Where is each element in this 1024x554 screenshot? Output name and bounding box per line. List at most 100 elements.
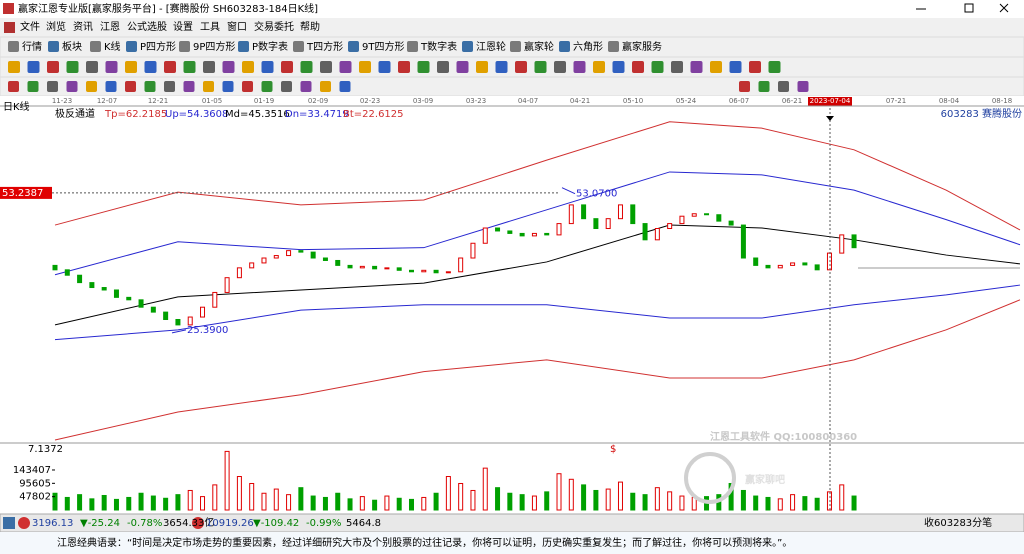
- toolbar-icon[interactable]: [593, 61, 605, 73]
- toolbar-button[interactable]: 江恩轮: [476, 40, 506, 53]
- toolbar-icon[interactable]: [164, 81, 175, 92]
- toolbar-icon[interactable]: [339, 61, 352, 73]
- toolbar-icon[interactable]: [515, 61, 527, 73]
- toolbar-icon[interactable]: [47, 61, 59, 73]
- toolbar-button[interactable]: P数字表: [252, 40, 288, 53]
- toolbar-icon[interactable]: [27, 61, 40, 73]
- toolbar-icon[interactable]: [66, 81, 78, 92]
- toolbar-icon[interactable]: [417, 61, 430, 73]
- toolbar-icon[interactable]: [300, 81, 312, 92]
- menu-item[interactable]: 文件: [20, 20, 40, 33]
- volume-bar: [372, 499, 378, 511]
- toolbar-icon[interactable]: [749, 61, 761, 73]
- date-label: 08-04: [939, 97, 960, 105]
- toolbar-icon[interactable]: [8, 81, 19, 92]
- candle: [89, 282, 95, 289]
- toolbar-icon[interactable]: [242, 61, 254, 73]
- menu-item[interactable]: 窗口: [227, 20, 247, 33]
- toolbar-icon[interactable]: [476, 61, 488, 73]
- toolbar-icon[interactable]: [495, 61, 508, 73]
- volume-bar: [359, 496, 365, 511]
- toolbar-icon[interactable]: [739, 81, 750, 92]
- toolbar-icon[interactable]: [86, 61, 98, 73]
- toolbar-button[interactable]: 9P四方形: [193, 40, 235, 53]
- toolbar-button[interactable]: P四方形: [140, 40, 176, 53]
- toolbar-icon[interactable]: [203, 61, 215, 73]
- restore-button[interactable]: [964, 3, 974, 13]
- candle: [728, 220, 734, 226]
- menu-item[interactable]: 江恩: [100, 21, 120, 33]
- toolbar-icon[interactable]: [554, 61, 566, 73]
- toolbar-icon[interactable]: [797, 81, 809, 92]
- toolbar-icon[interactable]: [651, 61, 664, 73]
- indicator-param: Up=54.3608: [165, 109, 228, 120]
- toolbar-icon[interactable]: [456, 61, 469, 73]
- toolbar-icon[interactable]: [261, 81, 273, 92]
- menu-item[interactable]: 工具: [200, 21, 220, 33]
- toolbar-icon[interactable]: [671, 61, 683, 73]
- toolbar-icon[interactable]: [339, 81, 351, 92]
- toolbar-button[interactable]: T四方形: [306, 40, 343, 53]
- toolbar-button[interactable]: 赢家轮: [524, 40, 554, 53]
- toolbar-icon[interactable]: [144, 81, 156, 92]
- toolbar-icon[interactable]: [437, 61, 449, 73]
- toolbar-icon[interactable]: [144, 61, 157, 73]
- high-pointer: [561, 187, 576, 195]
- toolbar-icon[interactable]: [105, 81, 117, 92]
- toolbar-icon[interactable]: [281, 81, 292, 92]
- toolbar-button[interactable]: 板块: [62, 40, 82, 53]
- close-button[interactable]: [999, 3, 1009, 13]
- toolbar-button[interactable]: 赢家服务: [622, 40, 662, 53]
- menu-item[interactable]: 交易委托: [254, 20, 294, 33]
- toolbar-icon[interactable]: [300, 61, 313, 73]
- toolbar-icon[interactable]: [125, 81, 136, 92]
- toolbar-icon[interactable]: [632, 61, 644, 73]
- toolbar-icon[interactable]: [66, 61, 79, 73]
- toolbar-icon[interactable]: [398, 61, 410, 73]
- toolbar-icon[interactable]: [47, 81, 58, 92]
- volume-bar: [765, 496, 771, 511]
- toolbar-icon: [48, 41, 59, 52]
- toolbar-icon[interactable]: [778, 81, 789, 92]
- toolbar-icon[interactable]: [86, 81, 97, 92]
- toolbar-icon[interactable]: [534, 61, 547, 73]
- toolbar-icon[interactable]: [690, 61, 703, 73]
- toolbar-button[interactable]: T数字表: [420, 40, 457, 53]
- toolbar-icon[interactable]: [281, 61, 293, 73]
- menu-item[interactable]: 浏览: [46, 20, 66, 33]
- toolbar-icon[interactable]: [573, 61, 586, 73]
- candle: [630, 204, 636, 225]
- toolbar-icon[interactable]: [183, 61, 196, 73]
- toolbar-icon[interactable]: [164, 61, 176, 73]
- menu-item[interactable]: 设置: [173, 21, 193, 33]
- toolbar-icon[interactable]: [27, 81, 39, 92]
- toolbar-button[interactable]: 行情: [22, 40, 42, 53]
- menu-item[interactable]: 资讯: [73, 21, 93, 33]
- candle: [77, 274, 83, 284]
- toolbar-icon[interactable]: [320, 61, 332, 73]
- toolbar-icon[interactable]: [183, 81, 195, 92]
- toolbar-icon[interactable]: [261, 61, 274, 73]
- date-label: 02-23: [360, 97, 380, 105]
- toolbar-icon[interactable]: [320, 81, 331, 92]
- menu-item[interactable]: 公式选股: [127, 20, 167, 33]
- toolbar-button[interactable]: 六角形: [573, 41, 603, 53]
- toolbar-icon[interactable]: [768, 61, 781, 73]
- toolbar-button[interactable]: K线: [104, 40, 121, 53]
- menu-item[interactable]: 帮助: [300, 20, 320, 33]
- toolbar-icon[interactable]: [729, 61, 742, 73]
- toolbar-icon[interactable]: [710, 61, 722, 73]
- toolbar-icon[interactable]: [8, 61, 20, 73]
- toolbar-icon[interactable]: [758, 81, 770, 92]
- toolbar-button[interactable]: 9T四方形: [362, 40, 404, 53]
- toolbar-icon[interactable]: [125, 61, 137, 73]
- toolbar-icon[interactable]: [105, 61, 118, 73]
- volume-bar: [408, 498, 414, 511]
- toolbar-icon[interactable]: [203, 81, 214, 92]
- toolbar-icon[interactable]: [222, 61, 235, 73]
- toolbar-icon[interactable]: [612, 61, 625, 73]
- toolbar-icon[interactable]: [222, 81, 234, 92]
- toolbar-icon[interactable]: [378, 61, 391, 73]
- toolbar-icon[interactable]: [242, 81, 253, 92]
- toolbar-icon[interactable]: [359, 61, 371, 73]
